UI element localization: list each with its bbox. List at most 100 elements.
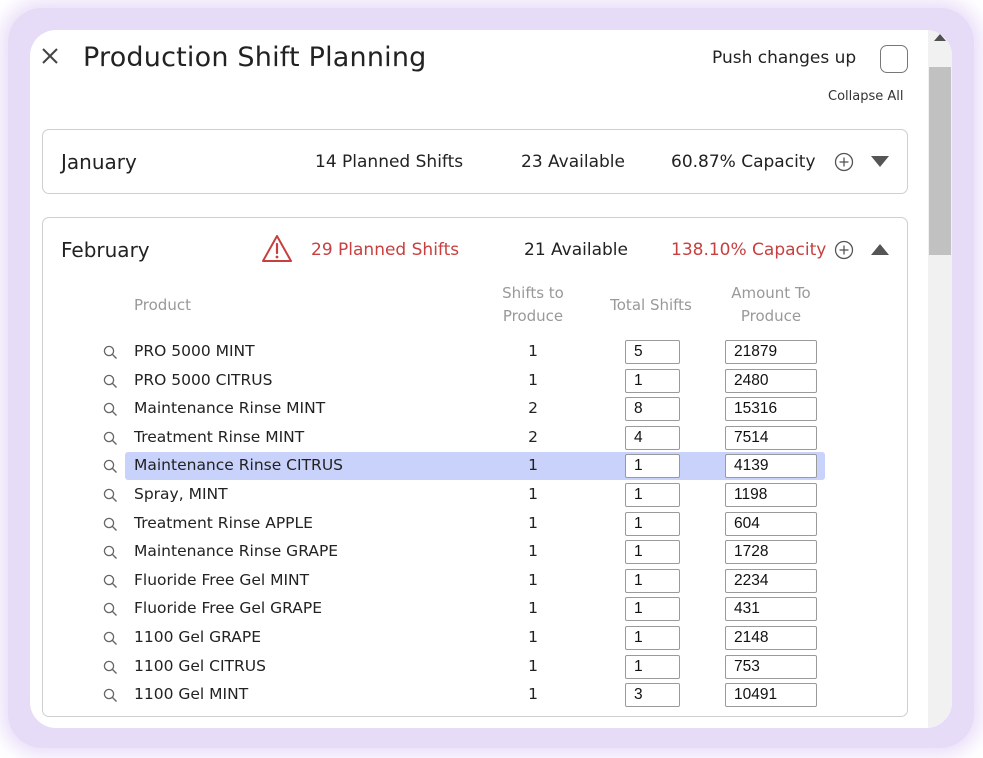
total-shifts-input[interactable]: [625, 626, 680, 650]
search-icon[interactable]: [103, 488, 118, 503]
shifts-to-produce: 1: [528, 342, 538, 360]
table-row[interactable]: Maintenance Rinse GRAPE 1: [43, 538, 909, 566]
search-icon[interactable]: [103, 459, 118, 474]
shifts-to-produce: 1: [528, 370, 538, 389]
search-icon[interactable]: [103, 688, 118, 703]
total-shifts-input[interactable]: [625, 425, 680, 450]
push-changes-label: Push changes up: [712, 48, 857, 68]
product-name: 1100 Gel MINT: [134, 685, 249, 704]
shifts-to-produce: 1: [528, 542, 538, 561]
table-row[interactable]: Spray, MINT 1: [43, 481, 909, 509]
planned-shifts: 14 Planned Shifts: [315, 152, 464, 172]
amount-to-produce-input[interactable]: [725, 683, 817, 708]
total-shifts-input[interactable]: [625, 397, 680, 422]
product-name: Spray, MINT: [134, 485, 228, 503]
total-shifts-input[interactable]: [625, 683, 680, 708]
search-icon[interactable]: [103, 660, 118, 675]
amount-to-produce-input[interactable]: [725, 540, 817, 565]
month-card-february: February 29 Planned Shifts 21 Available …: [42, 217, 908, 717]
amount-to-produce-input[interactable]: [725, 568, 817, 593]
shifts-to-produce: 1: [528, 513, 538, 532]
amount-to-produce-input[interactable]: [725, 454, 817, 479]
shifts-to-produce: 1: [528, 656, 538, 675]
shifts-to-produce: 2: [528, 427, 538, 446]
table-row[interactable]: 1100 Gel CITRUS 1: [43, 653, 909, 681]
search-icon[interactable]: [103, 402, 118, 417]
amount-to-produce-input[interactable]: [725, 654, 817, 679]
month-name: February: [61, 238, 150, 262]
plus-circle-icon[interactable]: [834, 152, 854, 172]
caret-down-icon[interactable]: [871, 156, 889, 167]
table-row[interactable]: Treatment Rinse APPLE 1: [43, 510, 909, 538]
product-name: Maintenance Rinse MINT: [134, 399, 326, 418]
table-row[interactable]: Maintenance Rinse MINT 2: [43, 395, 909, 423]
column-header-total-shifts: Total Shifts: [610, 296, 692, 314]
capacity: 138.10% Capacity: [671, 240, 827, 260]
amount-to-produce-input[interactable]: [725, 340, 817, 364]
table-row[interactable]: Treatment Rinse MINT 2: [43, 424, 909, 452]
table-row[interactable]: Fluoride Free Gel MINT 1: [43, 567, 909, 595]
product-name: 1100 Gel GRAPE: [134, 628, 262, 646]
table-row[interactable]: 1100 Gel GRAPE 1: [43, 624, 909, 652]
shifts-to-produce: 1: [528, 570, 538, 589]
search-icon[interactable]: [103, 517, 118, 532]
total-shifts-input[interactable]: [625, 568, 680, 593]
shifts-to-produce: 1: [528, 456, 538, 475]
scrollbar-thumb[interactable]: [929, 67, 951, 255]
table-row[interactable]: 1100 Gel MINT 1: [43, 681, 909, 709]
amount-to-produce-input[interactable]: [725, 626, 817, 650]
amount-to-produce-input[interactable]: [725, 511, 817, 536]
total-shifts-input[interactable]: [625, 511, 680, 536]
total-shifts-input[interactable]: [625, 454, 680, 479]
search-icon[interactable]: [103, 631, 118, 646]
table-row[interactable]: PRO 5000 CITRUS 1: [43, 367, 909, 395]
amount-to-produce-input[interactable]: [725, 483, 817, 507]
total-shifts-input[interactable]: [625, 654, 680, 679]
column-header-shifts-to-produce: Shifts to Produce: [502, 284, 564, 325]
amount-to-produce-input[interactable]: [725, 368, 817, 393]
search-icon[interactable]: [103, 545, 118, 560]
table-row[interactable]: PRO 5000 MINT 1: [43, 338, 909, 366]
month-card-january[interactable]: January 14 Planned Shifts 23 Available 6…: [42, 129, 908, 194]
amount-to-produce-input[interactable]: [725, 597, 817, 622]
table-row[interactable]: Fluoride Free Gel GRAPE 1: [43, 595, 909, 623]
row-highlight: [125, 452, 825, 481]
close-icon[interactable]: [40, 46, 60, 66]
push-changes-checkbox[interactable]: [880, 45, 908, 73]
total-shifts-input[interactable]: [625, 340, 680, 364]
product-name: Fluoride Free Gel MINT: [134, 570, 310, 589]
amount-to-produce-input[interactable]: [725, 425, 817, 450]
collapse-all-link[interactable]: Collapse All: [828, 89, 904, 104]
shifts-to-produce: 1: [528, 485, 538, 503]
product-name: Treatment Rinse APPLE: [134, 513, 313, 532]
shifts-to-produce: 2: [528, 399, 538, 418]
total-shifts-input[interactable]: [625, 597, 680, 622]
search-icon[interactable]: [103, 431, 118, 446]
product-name: Fluoride Free Gel GRAPE: [134, 599, 323, 618]
product-name: PRO 5000 CITRUS: [134, 370, 273, 389]
product-name: Treatment Rinse MINT: [134, 427, 305, 446]
column-header-amount-to-produce: Amount To Produce: [731, 284, 811, 325]
table-row[interactable]: Maintenance Rinse CITRUS 1: [43, 452, 909, 481]
search-icon[interactable]: [103, 374, 118, 389]
scrollbar[interactable]: [928, 30, 952, 728]
caret-up-icon[interactable]: [871, 244, 889, 255]
shifts-to-produce: 1: [528, 685, 538, 704]
product-name: Maintenance Rinse CITRUS: [134, 456, 344, 475]
search-icon[interactable]: [103, 602, 118, 617]
capacity: 60.87% Capacity: [671, 152, 816, 172]
planning-dialog: Production Shift Planning Push changes u…: [30, 30, 952, 728]
total-shifts-input[interactable]: [625, 540, 680, 565]
warning-triangle-icon: [262, 235, 292, 262]
dialog-title: Production Shift Planning: [83, 42, 427, 73]
available-shifts: 21 Available: [524, 240, 628, 260]
total-shifts-input[interactable]: [625, 368, 680, 393]
product-name: 1100 Gel CITRUS: [134, 656, 266, 675]
plus-circle-icon[interactable]: [834, 240, 854, 260]
search-icon[interactable]: [103, 345, 118, 360]
shifts-to-produce: 1: [528, 628, 538, 646]
total-shifts-input[interactable]: [625, 483, 680, 507]
search-icon[interactable]: [103, 574, 118, 589]
amount-to-produce-input[interactable]: [725, 397, 817, 422]
scroll-up-arrow-icon[interactable]: [934, 34, 946, 41]
